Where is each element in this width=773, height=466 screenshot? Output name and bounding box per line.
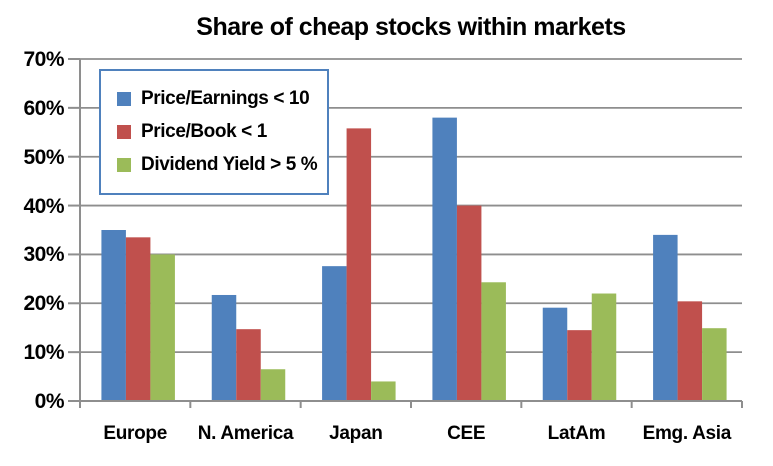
legend-item: Price/Book < 1	[117, 117, 321, 147]
y-axis-tick-label: 0%	[34, 390, 65, 413]
y-axis-tick-label: 10%	[23, 341, 64, 365]
legend-item: Dividend Yield > 5 %	[117, 150, 321, 180]
x-axis-category-label: Emg. Asia	[642, 423, 732, 444]
x-axis-category-label: Europe	[103, 423, 167, 444]
bar	[346, 128, 372, 401]
y-axis-tick-label: 60%	[23, 96, 64, 120]
legend: Price/Earnings < 10 Price/Book < 1 Divid…	[99, 69, 329, 195]
bar	[481, 282, 506, 401]
bar	[211, 294, 237, 401]
legend-label: Price/Book < 1	[141, 121, 267, 142]
y-axis-tick-label: 40%	[23, 194, 64, 218]
bar	[125, 237, 151, 401]
x-axis-category-label: CEE	[447, 423, 486, 444]
legend-item: Price/Earnings < 10	[117, 84, 321, 114]
bar	[677, 301, 703, 401]
legend-label: Price/Earnings < 10	[141, 88, 310, 109]
series-marker-blue	[117, 92, 131, 106]
x-axis-category-label: Japan	[329, 423, 383, 444]
legend-label: Dividend Yield > 5 %	[141, 154, 318, 175]
x-axis-category-label: N. America	[197, 423, 294, 444]
y-axis-tick-label: 70%	[23, 48, 64, 71]
chart-title: Share of cheap stocks within markets	[196, 13, 626, 41]
y-axis-tick-label: 50%	[23, 145, 64, 169]
bar	[456, 205, 482, 401]
bar	[150, 254, 175, 401]
x-axis-category-label: LatAm	[547, 423, 606, 444]
bar	[702, 328, 727, 401]
bar	[236, 329, 261, 401]
bar	[101, 230, 126, 401]
bar	[542, 307, 568, 401]
bar	[653, 234, 678, 401]
series-marker-green	[117, 158, 131, 172]
bar	[371, 381, 396, 401]
bar	[322, 266, 347, 401]
y-axis-tick-label: 30%	[23, 243, 64, 267]
bar	[260, 369, 286, 401]
y-axis-tick-label: 20%	[23, 292, 64, 316]
bar	[591, 293, 617, 401]
series-marker-red	[117, 125, 131, 139]
bar	[432, 117, 457, 401]
bar	[567, 330, 592, 401]
